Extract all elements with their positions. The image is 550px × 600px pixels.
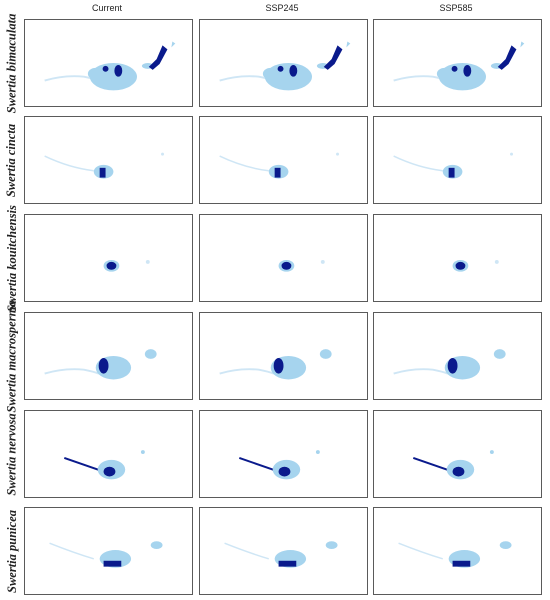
row-label-swertia-nervosa: Swertia nervosa — [4, 412, 19, 496]
distribution-map — [238, 450, 320, 480]
distribution-map — [393, 349, 506, 380]
map-panel-swertia-punicea-ssp245 — [199, 507, 368, 595]
map-panel-swertia-kouitchensis-ssp585 — [373, 214, 542, 302]
map-panel-swertia-macrosperma-ssp245 — [199, 312, 368, 400]
map-panel-swertia-kouitchensis-ssp245 — [199, 214, 368, 302]
distribution-map — [219, 152, 340, 179]
row-label-swertia-kouitchensis: Swertia kouitchensis — [4, 204, 19, 312]
distribution-map — [393, 152, 514, 179]
distribution-map — [412, 450, 494, 480]
distribution-map — [44, 41, 176, 91]
row-label-swertia-macrosperma: Swertia macrosperma — [4, 299, 19, 413]
map-panel-swertia-punicea-current — [24, 507, 193, 595]
map-panel-swertia-cincta-ssp585 — [373, 116, 542, 204]
map-panel-swertia-nervosa-ssp245 — [199, 410, 368, 498]
distribution-map — [44, 152, 165, 179]
distribution-map — [63, 450, 145, 480]
column-heading-ssp585: SSP585 — [439, 3, 473, 13]
map-panel-swertia-macrosperma-ssp585 — [373, 312, 542, 400]
column-heading-ssp245: SSP245 — [265, 3, 299, 13]
map-panel-swertia-kouitchensis-current — [24, 214, 193, 302]
distribution-map — [393, 41, 525, 91]
distribution-map — [103, 259, 150, 272]
distribution-map — [49, 541, 163, 568]
map-panel-swertia-bimaculata-current — [24, 19, 193, 107]
map-panel-swertia-macrosperma-current — [24, 312, 193, 400]
map-panel-swertia-bimaculata-ssp585 — [373, 19, 542, 107]
row-label-swertia-bimaculata: Swertia bimaculata — [4, 13, 19, 113]
map-panel-swertia-cincta-current — [24, 116, 193, 204]
map-panel-swertia-bimaculata-ssp245 — [199, 19, 368, 107]
map-panel-swertia-punicea-ssp585 — [373, 507, 542, 595]
map-panel-swertia-nervosa-current — [24, 410, 193, 498]
distribution-map — [44, 349, 157, 380]
map-panel-swertia-nervosa-ssp585 — [373, 410, 542, 498]
column-heading-current: Current — [91, 3, 122, 13]
row-label-swertia-punicea: Swertia punicea — [4, 509, 19, 593]
distribution-map — [219, 41, 351, 91]
row-label-swertia-cincta: Swertia cincta — [4, 123, 19, 197]
map-panel-swertia-cincta-ssp245 — [199, 116, 368, 204]
distribution-map — [452, 259, 499, 272]
distribution-map — [398, 541, 512, 568]
distribution-map — [224, 541, 338, 568]
distribution-map — [278, 259, 325, 272]
distribution-map — [219, 349, 332, 380]
